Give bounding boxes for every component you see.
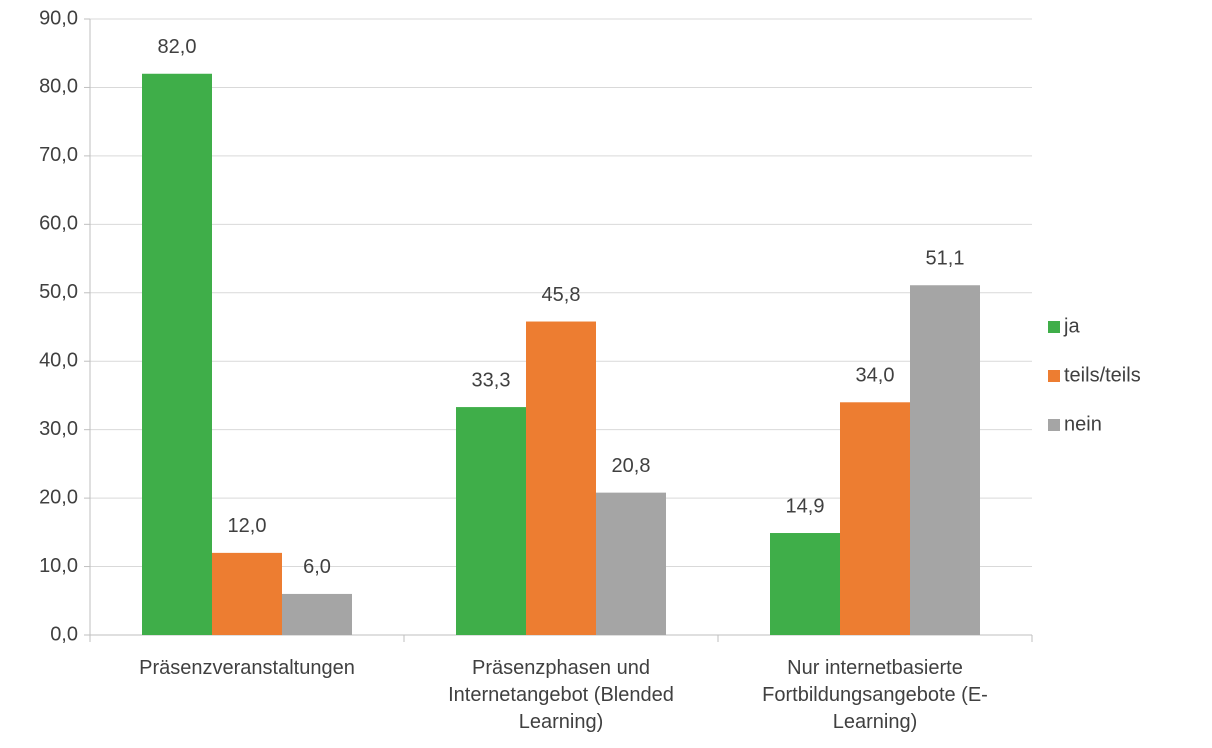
- legend-swatch: [1048, 370, 1060, 382]
- bar: [910, 285, 980, 635]
- data-label: 51,1: [926, 248, 965, 270]
- x-tick-label: Präsenzphasen und Internetangebot (Blend…: [448, 657, 674, 733]
- bar: [840, 402, 910, 635]
- bar: [770, 533, 840, 635]
- x-tick-label: Nur internetbasierte Fortbildungsangebot…: [762, 657, 988, 733]
- y-tick-label: 60,0: [39, 213, 78, 235]
- y-tick-label: 70,0: [39, 144, 78, 166]
- bar: [456, 407, 526, 635]
- bar: [526, 321, 596, 635]
- y-tick-label: 90,0: [39, 7, 78, 29]
- bar: [596, 492, 666, 635]
- data-label: 6,0: [303, 556, 331, 578]
- bar: [282, 593, 352, 635]
- y-tick-label: 50,0: [39, 281, 78, 303]
- data-label: 14,9: [786, 495, 825, 517]
- y-tick-label: 10,0: [39, 555, 78, 577]
- data-label: 34,0: [856, 365, 895, 387]
- data-label: 20,8: [612, 455, 651, 477]
- legend-label: ja: [1063, 315, 1080, 337]
- data-label: 33,3: [472, 369, 511, 391]
- legend-label: teils/teils: [1064, 364, 1141, 386]
- legend-swatch: [1048, 321, 1060, 333]
- legend-label: nein: [1064, 413, 1102, 435]
- y-tick-label: 80,0: [39, 76, 78, 98]
- bar: [212, 552, 282, 635]
- legend-swatch: [1048, 419, 1060, 431]
- data-label: 45,8: [542, 284, 581, 306]
- y-tick-label: 0,0: [50, 623, 78, 645]
- y-tick-label: 30,0: [39, 418, 78, 440]
- y-tick-label: 40,0: [39, 350, 78, 372]
- data-label: 12,0: [228, 515, 267, 537]
- x-tick-label: Präsenzveranstaltungen: [139, 657, 355, 679]
- bar: [142, 73, 212, 635]
- y-tick-label: 20,0: [39, 486, 78, 508]
- data-label: 82,0: [158, 36, 197, 58]
